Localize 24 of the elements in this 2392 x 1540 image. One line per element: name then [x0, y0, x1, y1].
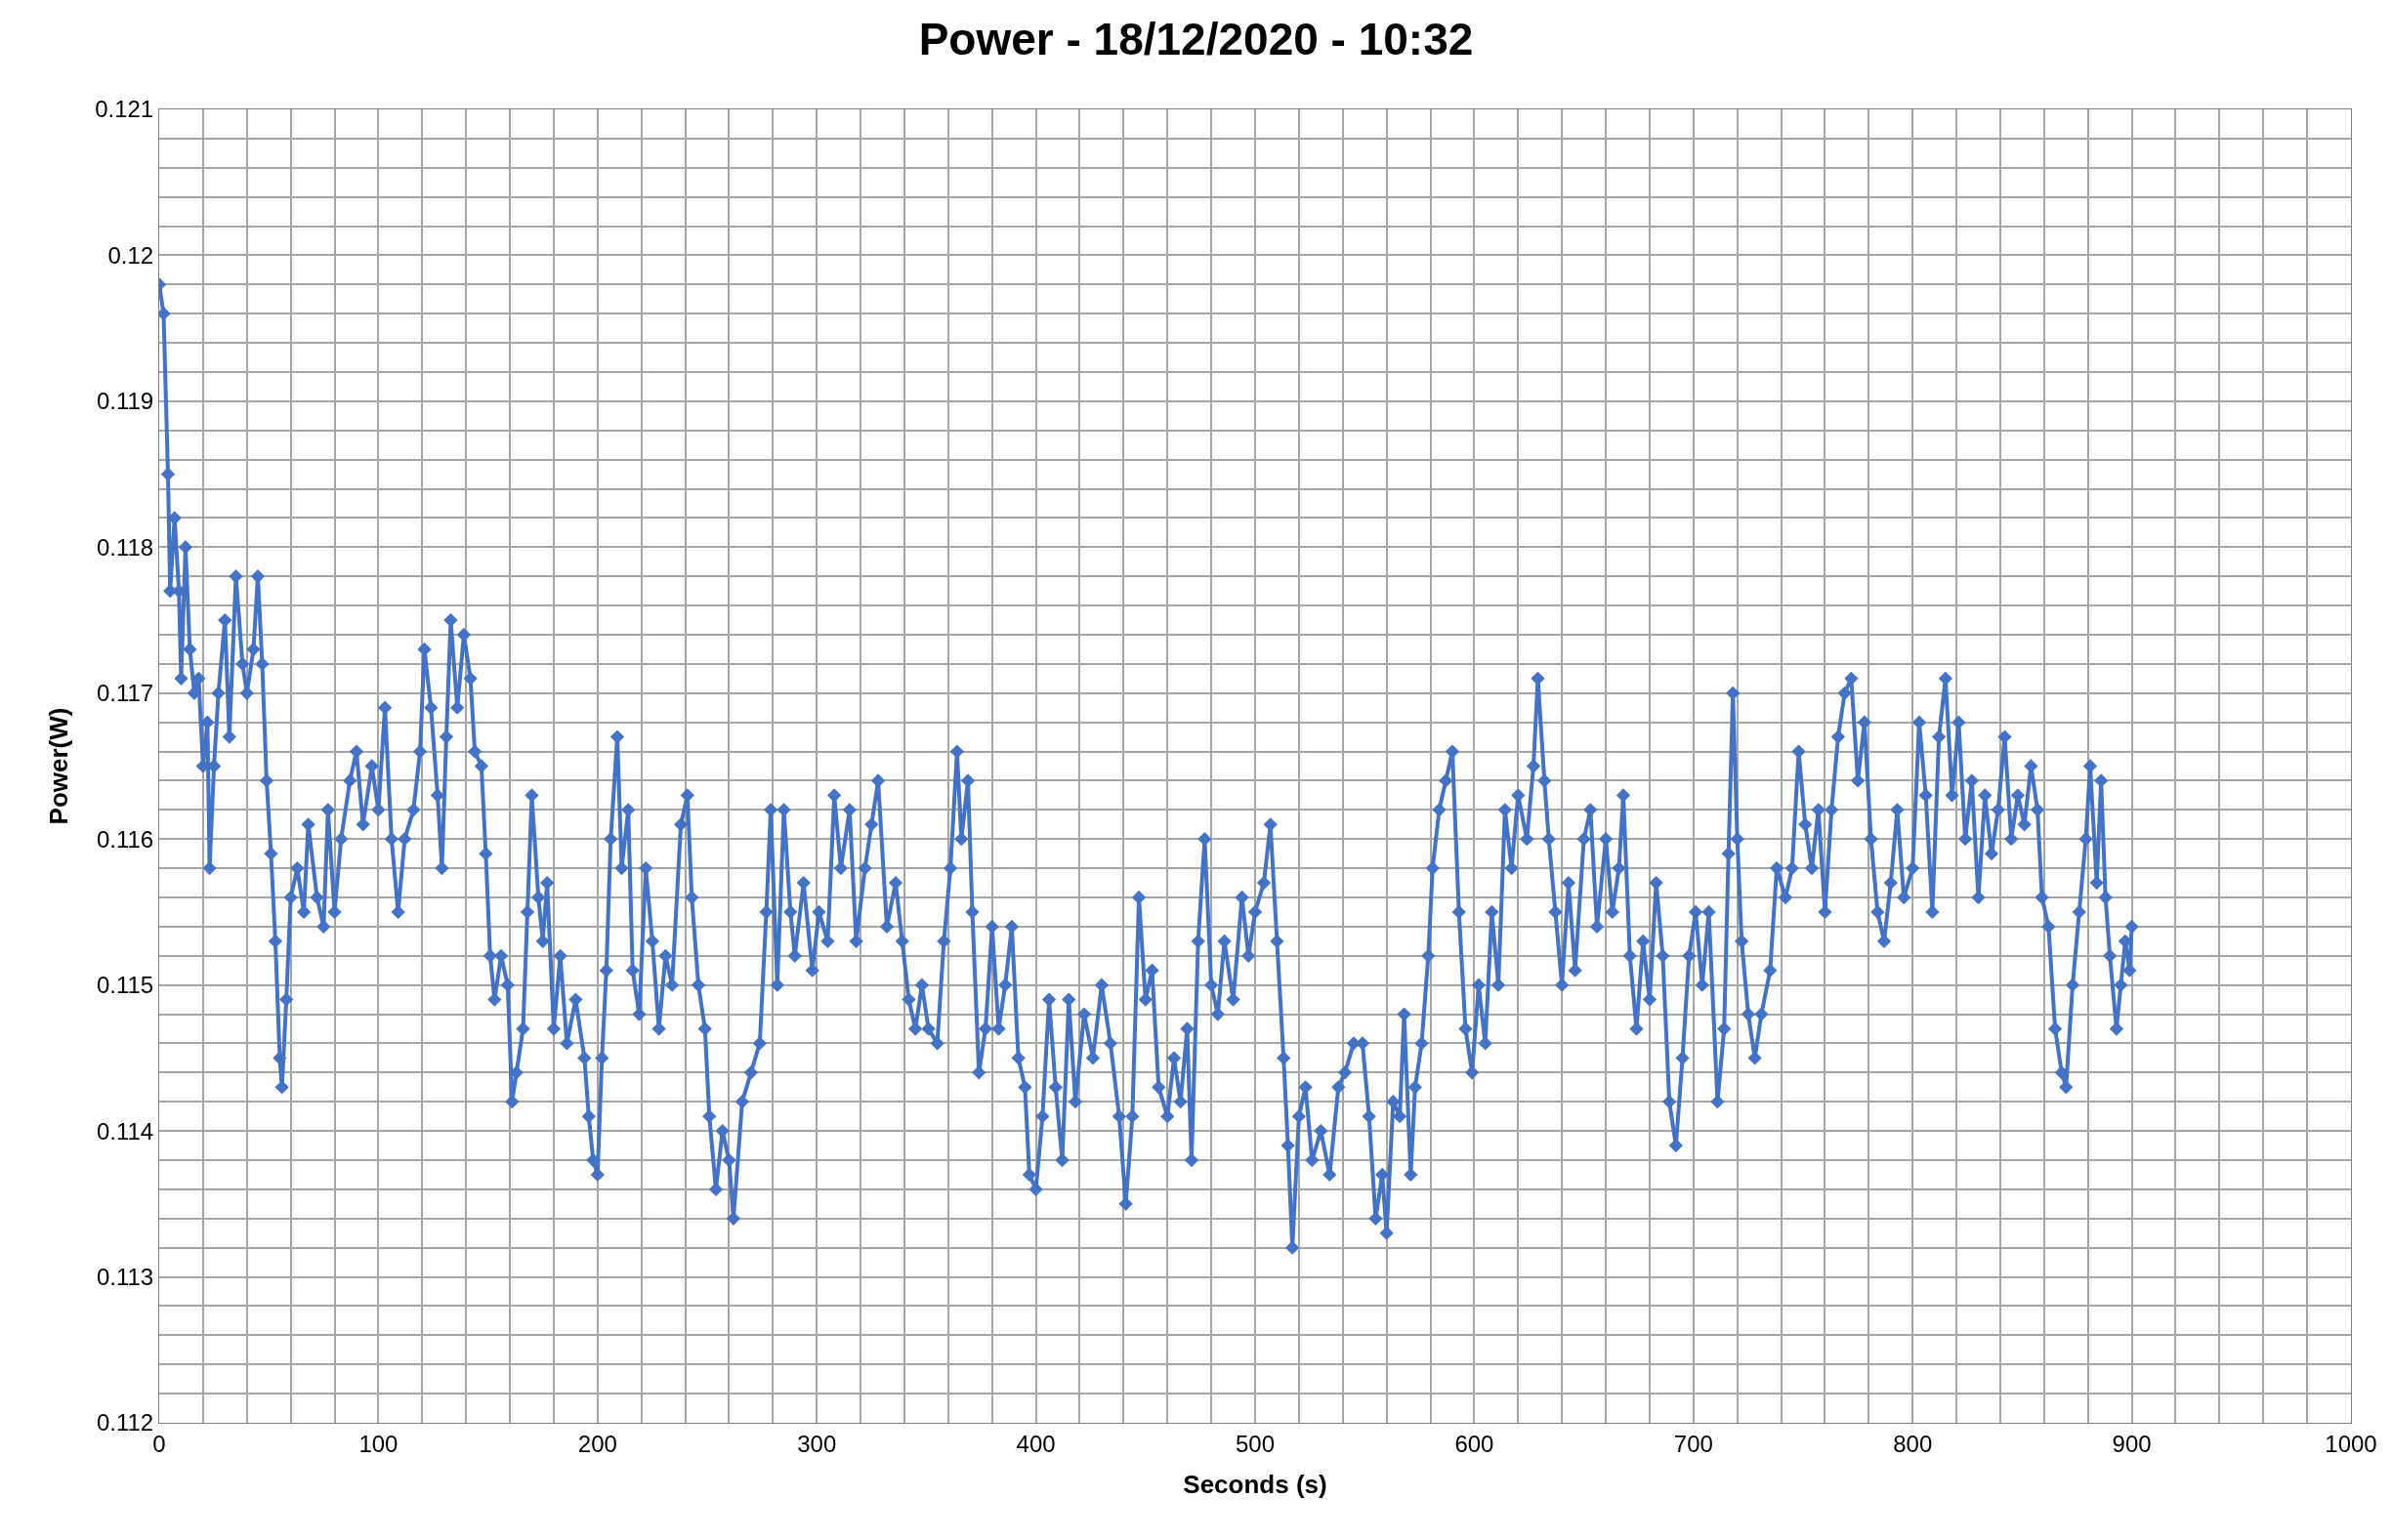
y-tick-label: 0.114	[96, 1117, 154, 1145]
x-tick-label: 800	[1893, 1430, 1933, 1457]
y-tick-label: 0.119	[96, 388, 154, 415]
x-tick-label: 300	[797, 1430, 837, 1457]
x-tick-label: 1000	[2325, 1430, 2377, 1457]
x-axis-title: Seconds (s)	[1183, 1470, 1327, 1500]
y-tick-label: 0.117	[96, 680, 154, 707]
x-tick-label: 100	[358, 1430, 399, 1457]
x-tick-label: 600	[1454, 1430, 1494, 1457]
y-tick-label: 0.115	[96, 972, 154, 999]
x-tick-label: 0	[152, 1430, 166, 1457]
y-tick-label: 0.121	[95, 96, 154, 123]
chart-title: Power - 18/12/2020 - 10:32	[918, 13, 1474, 64]
x-tick-label: 500	[1235, 1430, 1276, 1457]
y-tick-label: 0.118	[96, 533, 154, 561]
y-tick-label: 0.12	[107, 241, 154, 269]
y-tick-label: 0.112	[96, 1409, 154, 1436]
x-tick-label: 200	[577, 1430, 617, 1457]
x-tick-label: 900	[2112, 1430, 2152, 1457]
x-tick-label: 400	[1016, 1430, 1056, 1457]
x-tick-label: 700	[1673, 1430, 1713, 1457]
y-tick-label: 0.113	[96, 1263, 154, 1290]
y-tick-label: 0.116	[96, 825, 154, 853]
y-axis-title: Power(W)	[43, 707, 73, 825]
